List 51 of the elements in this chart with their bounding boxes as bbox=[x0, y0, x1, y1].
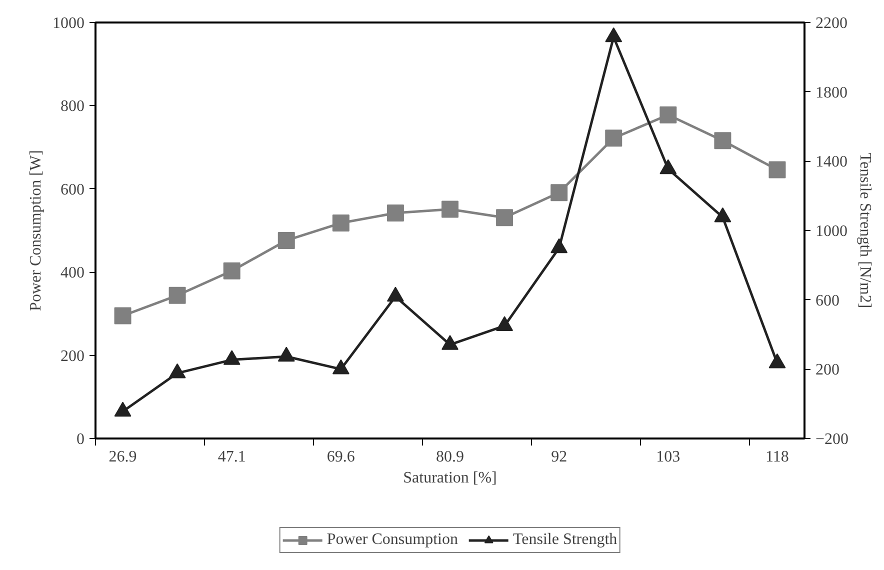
point bbox=[332, 214, 350, 232]
x-tick-label: 69.6 bbox=[326, 448, 355, 466]
point bbox=[714, 132, 732, 150]
point bbox=[386, 286, 404, 302]
y-axis-title: Power Consumption [W] bbox=[28, 150, 44, 311]
point bbox=[278, 346, 295, 362]
y-tick-label: 1000 bbox=[52, 15, 84, 32]
point bbox=[114, 307, 132, 324]
y-tick-label: 600 bbox=[60, 181, 84, 198]
x-tick-label: 80.9 bbox=[436, 448, 464, 466]
x-tick-label: 118 bbox=[766, 448, 789, 466]
y2-axis-title: Tensile Strength [N/m2] bbox=[856, 152, 874, 308]
point bbox=[714, 207, 732, 222]
point bbox=[605, 27, 622, 42]
x-tick-label: 103 bbox=[656, 448, 680, 466]
x-tick-label: 47.1 bbox=[218, 448, 246, 466]
y2-tick-label: 1800 bbox=[816, 84, 848, 102]
x-tick-label: 92 bbox=[551, 448, 568, 466]
point bbox=[442, 200, 458, 218]
point bbox=[386, 204, 404, 222]
y2-tick-label: 200 bbox=[816, 362, 840, 379]
point bbox=[660, 159, 677, 174]
y2-tick-label: 600 bbox=[816, 292, 840, 310]
point bbox=[168, 286, 186, 304]
y2-tick-label: 2200 bbox=[816, 15, 848, 32]
point bbox=[278, 232, 295, 249]
point bbox=[168, 363, 186, 378]
point bbox=[332, 359, 350, 374]
point bbox=[550, 184, 568, 202]
point bbox=[496, 316, 514, 331]
point bbox=[114, 402, 132, 417]
point bbox=[442, 334, 458, 350]
y2-tick-label: 1000 bbox=[816, 223, 848, 240]
y2-tick-label: 1400 bbox=[816, 154, 848, 171]
y2-tick-label: −200 bbox=[816, 431, 849, 448]
legend-label: Tensile Strength bbox=[512, 531, 618, 549]
y-tick-label: 0 bbox=[76, 431, 84, 448]
point bbox=[660, 106, 677, 124]
legend-label: Power Consumption bbox=[326, 531, 458, 549]
x-tick-label: 26.9 bbox=[108, 448, 137, 466]
point bbox=[768, 161, 786, 178]
y-tick-label: 200 bbox=[60, 348, 84, 365]
x-axis-title: Saturation [%] bbox=[403, 470, 497, 486]
point bbox=[550, 238, 568, 254]
point bbox=[223, 350, 240, 365]
point bbox=[496, 209, 514, 226]
point bbox=[223, 262, 240, 280]
point bbox=[768, 353, 786, 368]
y-tick-label: 800 bbox=[60, 98, 84, 116]
point bbox=[605, 130, 622, 147]
y-tick-label: 400 bbox=[60, 264, 84, 282]
